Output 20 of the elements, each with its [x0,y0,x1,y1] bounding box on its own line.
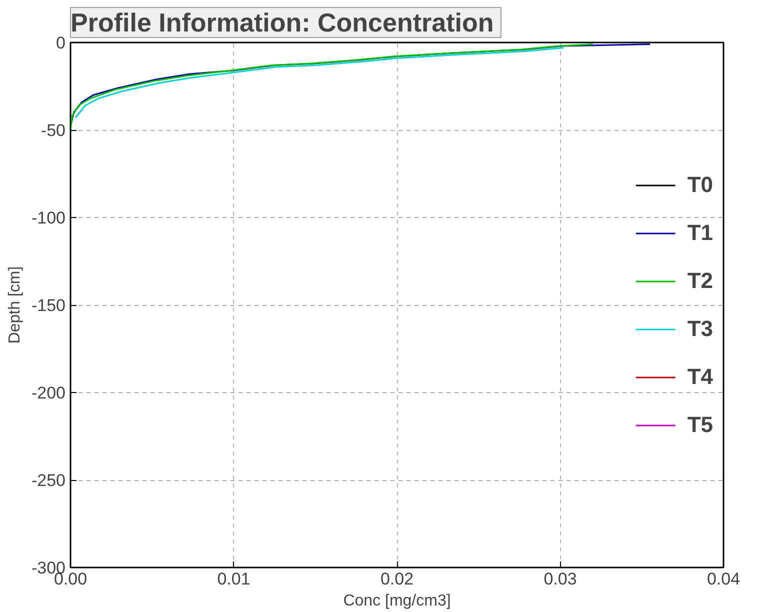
y-tick-label: -50 [40,121,66,140]
legend-label: T4 [687,364,713,390]
y-tick-label: -200 [31,384,66,402]
legend-label: T1 [687,220,713,246]
y-tick-label: -150 [31,296,66,315]
x-axis-title: Conc [mg/cm3] [343,592,451,610]
line-series [74,47,564,118]
legend-label: T3 [687,316,713,342]
x-tick-label: 0.04 [706,570,740,588]
chart-title: Profile Information: Concentration [70,8,494,38]
y-tick-label: -250 [31,471,66,490]
y-tick-label: -100 [31,208,66,228]
y-tick-label: 0 [56,34,66,52]
x-tick-label: 0.01 [217,570,250,588]
x-tick-label: 0.02 [380,570,414,588]
legend-label: T2 [687,268,713,294]
x-tick-label: 0.03 [544,570,577,588]
legend-label: T0 [687,172,713,198]
y-axis-title: Depth [cm] [6,266,24,344]
legend-label: T5 [687,412,713,438]
